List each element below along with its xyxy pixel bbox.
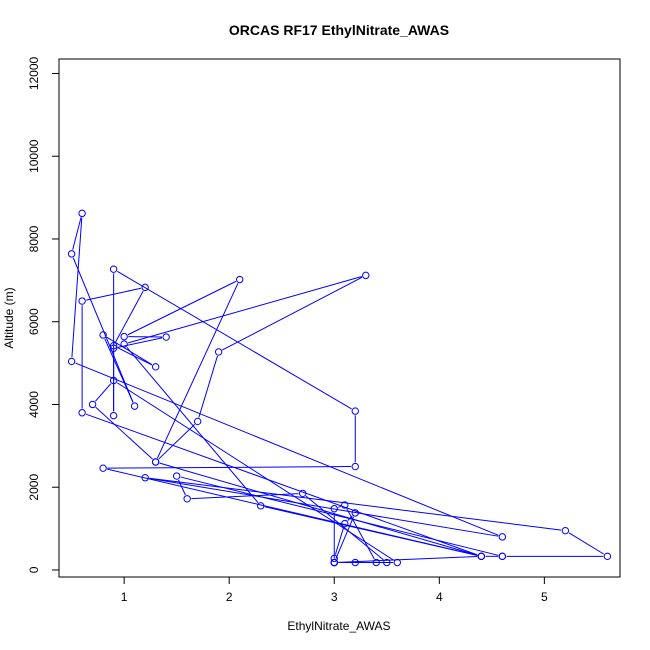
series-segment xyxy=(72,257,134,403)
series-segment xyxy=(264,506,478,556)
x-axis: 1 2 3 4 5 xyxy=(121,576,548,604)
x-tick-label: 5 xyxy=(541,590,548,604)
data-point xyxy=(393,558,401,567)
series-segment xyxy=(334,527,345,555)
data-point xyxy=(351,509,359,517)
data-point xyxy=(99,464,107,472)
data-point xyxy=(172,472,181,480)
data-point xyxy=(120,340,128,348)
data-point xyxy=(109,376,118,385)
data-point xyxy=(257,502,265,510)
data-point xyxy=(78,209,86,218)
data-point xyxy=(193,417,202,426)
data-point xyxy=(109,344,118,352)
data-series xyxy=(67,209,612,567)
series-segment xyxy=(116,270,352,410)
y-tick-label: 0 xyxy=(27,566,41,573)
data-point xyxy=(109,411,118,420)
data-point xyxy=(141,283,149,292)
series-segment xyxy=(128,276,362,344)
data-point xyxy=(372,558,380,567)
series-segment xyxy=(104,338,134,403)
x-axis-label: EthylNitrate_AWAS xyxy=(287,619,390,633)
series-segment xyxy=(149,477,499,537)
series-segment xyxy=(127,280,237,336)
data-point xyxy=(330,505,338,513)
data-point xyxy=(109,342,118,350)
series-segment xyxy=(95,383,112,402)
data-point xyxy=(603,552,612,561)
data-point xyxy=(383,558,391,567)
series-segment xyxy=(338,505,341,508)
series-segment xyxy=(75,362,499,536)
data-point xyxy=(362,271,370,280)
series-segment xyxy=(149,477,562,531)
series-segment xyxy=(107,466,352,469)
data-point xyxy=(162,333,170,341)
y-tick-label: 8000 xyxy=(27,225,41,252)
data-point xyxy=(498,533,507,541)
series-segment xyxy=(180,476,499,556)
y-tick-label: 4000 xyxy=(27,391,41,418)
data-point xyxy=(183,495,191,503)
series-segment xyxy=(346,508,375,560)
data-point xyxy=(498,552,507,561)
y-axis-label: Altitude (m) xyxy=(2,287,16,348)
data-point xyxy=(78,297,86,305)
data-point xyxy=(109,265,118,273)
series-segment xyxy=(117,337,163,348)
data-point xyxy=(351,558,359,567)
x-tick-label: 1 xyxy=(121,590,128,604)
data-point xyxy=(477,552,486,561)
data-point xyxy=(299,489,307,498)
data-point xyxy=(151,363,160,371)
data-point xyxy=(330,558,338,567)
data-point xyxy=(67,357,76,366)
series-segment xyxy=(126,346,259,503)
series-segment xyxy=(222,276,363,351)
x-tick-label: 3 xyxy=(331,590,338,604)
y-axis: 0 2000 4000 6000 8000 10000 12000 xyxy=(27,56,60,573)
data-point xyxy=(235,275,244,284)
chart-title: ORCAS RF17 EthylNitrate_AWAS xyxy=(229,22,449,38)
data-point xyxy=(351,407,359,415)
x-tick-label: 2 xyxy=(226,590,233,604)
data-point xyxy=(214,348,223,356)
data-point xyxy=(141,474,149,482)
data-point xyxy=(67,250,76,258)
data-point xyxy=(341,519,349,528)
series-segment xyxy=(158,423,195,460)
data-point xyxy=(151,458,160,466)
y-tick-label: 6000 xyxy=(27,308,41,335)
series-segment xyxy=(159,462,478,556)
series-segment xyxy=(95,406,153,460)
series-segment xyxy=(72,217,82,250)
data-point xyxy=(120,332,128,341)
series-segment xyxy=(85,413,478,556)
series-segment xyxy=(156,283,239,459)
data-point xyxy=(99,331,107,339)
series-segment xyxy=(338,555,478,563)
data-point xyxy=(351,462,359,471)
data-point xyxy=(341,501,349,509)
data-point xyxy=(130,402,139,410)
data-point xyxy=(88,400,97,409)
y-tick-label: 2000 xyxy=(27,474,41,501)
y-tick-label: 12000 xyxy=(27,56,41,90)
series-segment xyxy=(116,382,395,561)
y-tick-label: 10000 xyxy=(27,139,41,173)
data-point xyxy=(78,409,86,417)
data-point xyxy=(561,526,570,535)
series-segment xyxy=(115,290,144,343)
data-point xyxy=(330,554,338,563)
series-segment xyxy=(198,355,218,418)
series-segment xyxy=(335,516,355,559)
series-segment xyxy=(71,217,83,358)
x-tick-label: 4 xyxy=(436,590,443,604)
series-segment xyxy=(568,532,605,555)
